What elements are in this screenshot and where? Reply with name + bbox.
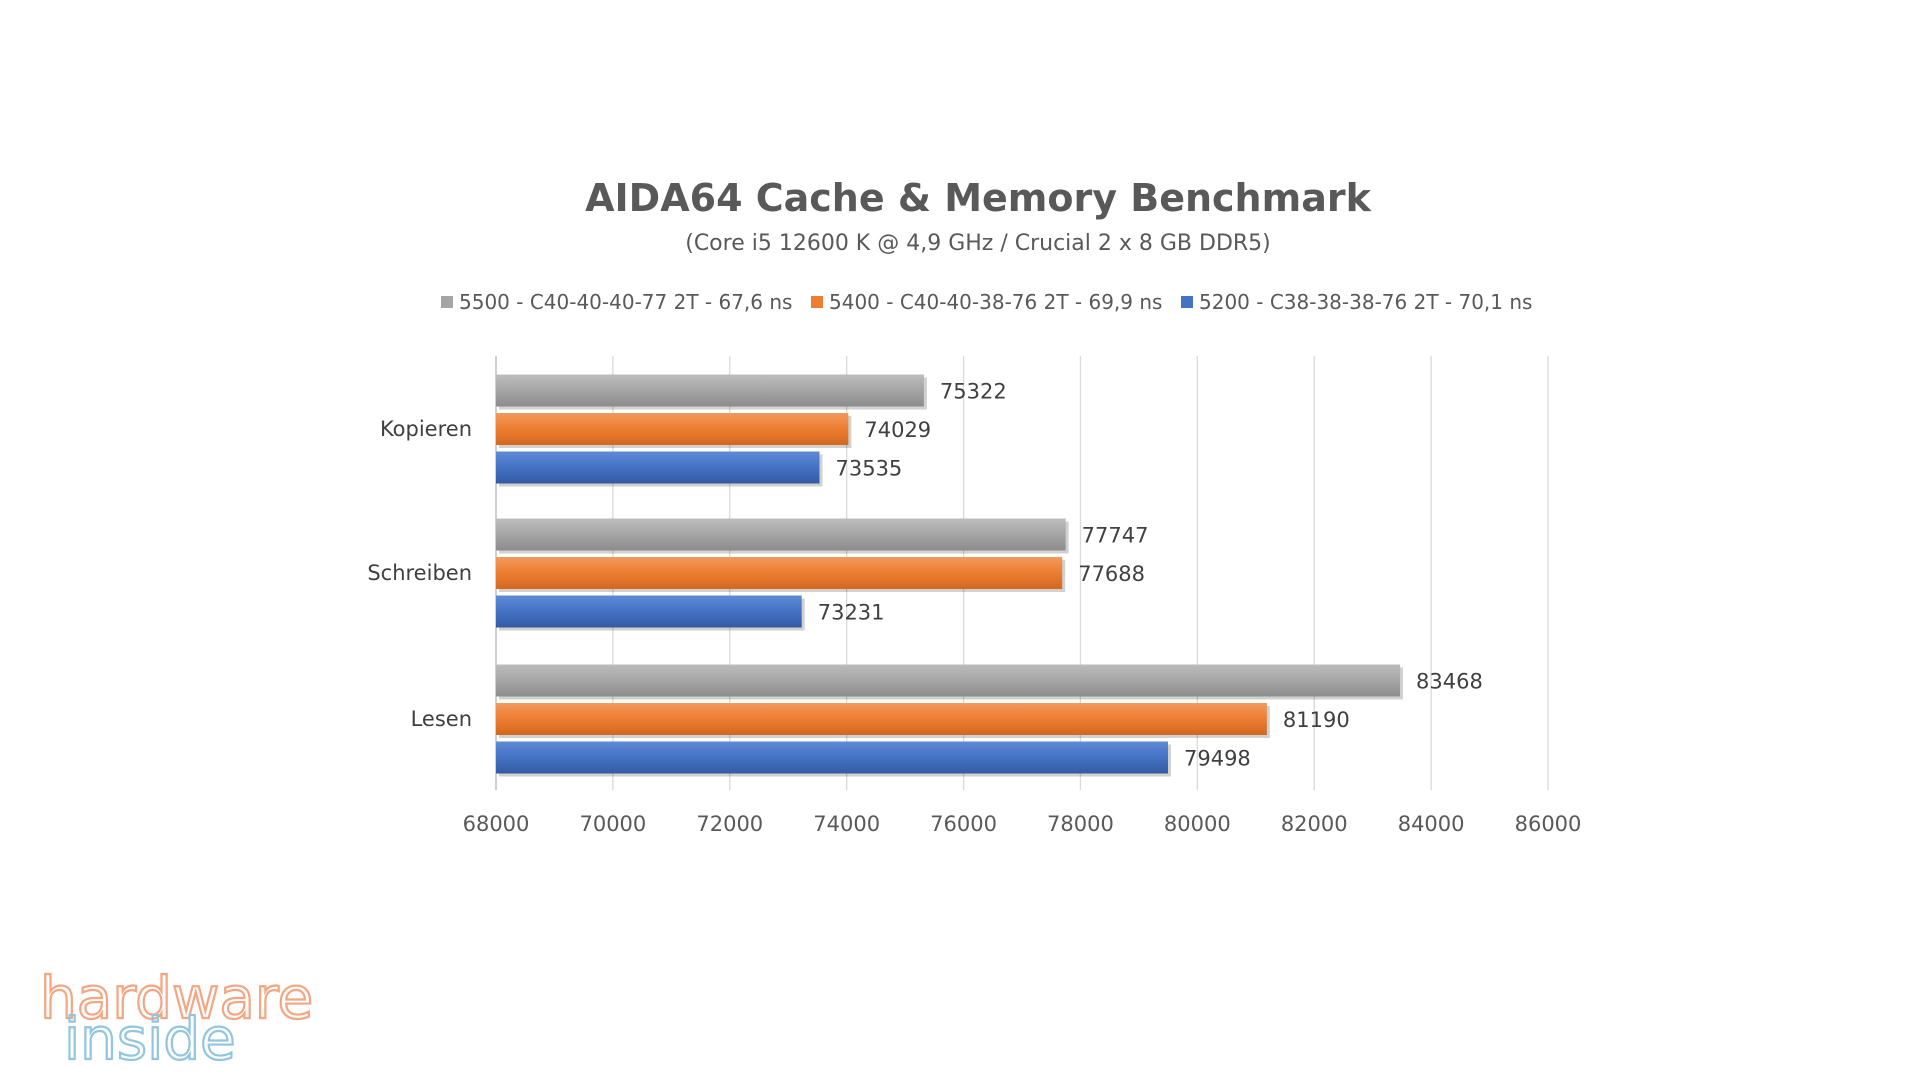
bar [496,518,1066,551]
logo-word-inside: inside [64,1005,236,1073]
x-tick-label: 76000 [930,812,997,836]
category-label: Lesen [411,707,472,731]
data-label: 73535 [835,457,902,481]
legend-label: 5200 - C38-38-38-76 2T - 70,1 ns [1199,290,1532,314]
legend-swatch [1181,296,1193,308]
bar [496,664,1401,697]
data-label: 83468 [1416,670,1483,694]
data-label: 77747 [1082,524,1149,548]
hardware-inside-logo: hardware inside [39,963,314,1074]
x-tick-label: 86000 [1515,812,1582,836]
logo-word-hardware: hardware [40,964,313,1032]
x-axis-tick-labels: 68000 70000 72000 74000 76000 78000 80000 82000… [463,812,1582,836]
data-label: 74029 [864,418,931,442]
legend-swatch [441,296,453,308]
x-tick-label: 68000 [463,812,530,836]
category-label: Schreiben [367,561,472,585]
legend-swatch [811,296,823,308]
x-tick-label: 78000 [1047,812,1114,836]
data-label: 81190 [1283,708,1350,732]
x-tick-label: 74000 [813,812,880,836]
bar [496,595,802,628]
legend: 5500 - C40-40-40-77 2T - 67,6 ns 5400 - C… [441,290,1532,314]
chart-subtitle: (Core i5 12600 K @ 4,9 GHz / Crucial 2 x… [685,231,1271,256]
x-tick-label: 80000 [1164,812,1231,836]
bar [496,741,1168,774]
legend-label: 5400 - C40-40-38-76 2T - 69,9 ns [829,290,1162,314]
data-label: 73231 [818,601,885,625]
bar [496,374,924,407]
data-label: 77688 [1078,562,1145,586]
data-labels: 75322 74029 73535 77747 77688 73231 83468 81190… [818,380,1483,771]
category-label: Kopieren [380,417,472,441]
bar [496,451,820,484]
bar [496,413,849,445]
x-tick-label: 70000 [579,812,646,836]
bar [496,703,1267,735]
category-labels: Kopieren Schreiben Lesen [367,417,472,731]
bars [496,374,1404,777]
x-tick-label: 82000 [1281,812,1348,836]
data-label: 79498 [1184,747,1251,771]
x-tick-label: 84000 [1398,812,1465,836]
bar [496,557,1063,589]
data-label: 75322 [940,380,1007,404]
chart-title: AIDA64 Cache & Memory Benchmark [585,176,1371,220]
x-tick-label: 72000 [696,812,763,836]
legend-label: 5500 - C40-40-40-77 2T - 67,6 ns [459,290,792,314]
